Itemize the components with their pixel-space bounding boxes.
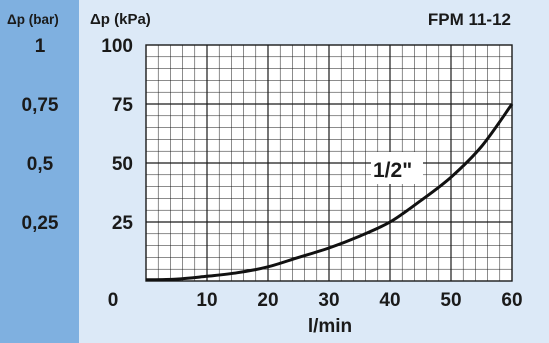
x-tick-label-30: 30 — [318, 290, 339, 311]
x-tick-label-40: 40 — [379, 290, 400, 311]
grid-lines — [146, 45, 512, 281]
y-axis-label: Δp (kPa) — [90, 11, 151, 28]
y2-tick-label-0-75: 0,75 — [22, 95, 59, 116]
y-tick-label-75: 75 — [112, 95, 134, 116]
x-tick-label-50: 50 — [440, 290, 461, 311]
x-tick-label-60: 60 — [501, 290, 522, 311]
x-tick-label-20: 20 — [257, 290, 278, 311]
x-axis-label: l/min — [308, 316, 352, 337]
y-tick-label-25: 25 — [112, 213, 134, 234]
y-tick-label-50: 50 — [112, 154, 133, 175]
y2-tick-label-0-25: 0,25 — [22, 213, 59, 234]
bar-scale-column — [0, 0, 79, 343]
series-line-1-2-inch — [145, 103, 514, 282]
x-tick-label-10: 10 — [196, 290, 217, 311]
series-label: 1/2" — [373, 159, 412, 182]
y-tick-label-100: 100 — [101, 36, 133, 57]
y2-tick-label-1: 1 — [35, 36, 46, 57]
x-zero-label: 0 — [108, 290, 119, 311]
series-label-background — [371, 152, 423, 184]
y2-axis-label: Δp (bar) — [7, 12, 59, 27]
chart-title: FPM 11-12 — [428, 10, 511, 29]
y2-tick-label-0-5: 0,5 — [27, 154, 54, 175]
